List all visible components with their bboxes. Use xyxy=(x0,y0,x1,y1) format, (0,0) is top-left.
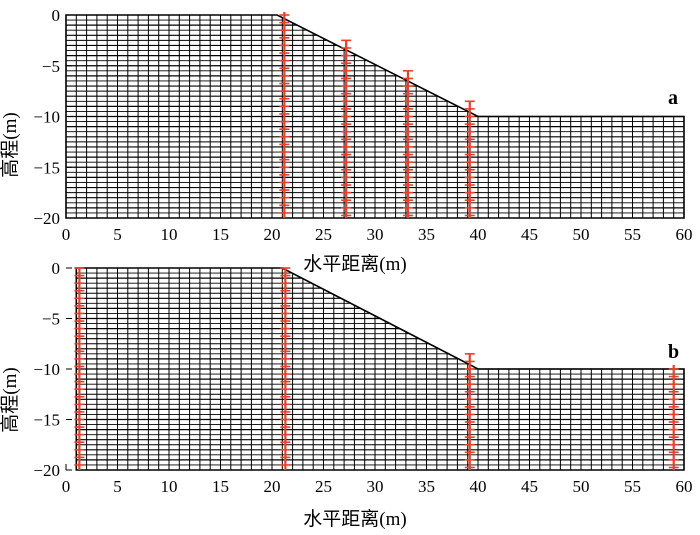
x-axis-label: 水平距离(m) xyxy=(303,253,406,275)
y-tick-label: −10 xyxy=(33,360,60,379)
x-tick-label: 60 xyxy=(676,477,693,496)
y-tick-label: −20 xyxy=(33,209,60,228)
axes: 0 5 10 15 20 25 30 35 40 45 50 55 60 0 −5 −10 −15 −20 xyxy=(33,259,692,496)
y-tick-label: −5 xyxy=(42,57,60,76)
pile xyxy=(668,364,679,470)
panel-tag: b xyxy=(668,341,679,363)
x-tick-label: 10 xyxy=(161,477,178,496)
y-tick-label: −20 xyxy=(33,461,60,480)
x-tick-label: 35 xyxy=(418,477,435,496)
x-tick-label: 50 xyxy=(573,477,590,496)
x-tick-label: 25 xyxy=(315,225,332,244)
pile xyxy=(464,100,475,218)
x-tick-label: 0 xyxy=(62,225,71,244)
x-tick-label: 20 xyxy=(264,477,281,496)
pile xyxy=(74,267,85,470)
y-tick-label: −15 xyxy=(33,158,60,177)
pile xyxy=(402,70,413,218)
x-tick-label: 0 xyxy=(62,477,71,496)
panel-a: 0 5 10 15 20 25 30 35 40 45 50 55 60 0 −5 −10 −15 −20 a 高… xyxy=(0,6,693,275)
y-tick-label: 0 xyxy=(52,6,61,25)
panel-tag: a xyxy=(668,87,678,109)
y-axis-label: 高程(m) xyxy=(0,112,21,177)
x-axis-label: 水平距离(m) xyxy=(303,508,406,530)
pile-group xyxy=(74,267,679,470)
pile-group xyxy=(279,11,475,218)
y-tick-label: −5 xyxy=(42,310,60,329)
x-tick-label: 40 xyxy=(470,477,487,496)
x-tick-label: 55 xyxy=(624,477,641,496)
panel-b: 0 5 10 15 20 25 30 35 40 45 50 55 60 0 −5 −10 −15 −20 b 高… xyxy=(0,259,693,530)
x-tick-label: 20 xyxy=(264,225,281,244)
x-tick-label: 15 xyxy=(212,225,229,244)
x-tick-label: 15 xyxy=(212,477,229,496)
x-tick-label: 60 xyxy=(676,225,693,244)
x-tick-label: 50 xyxy=(573,225,590,244)
x-tick-label: 30 xyxy=(367,477,384,496)
x-tick-label: 35 xyxy=(418,225,435,244)
x-tick-label: 5 xyxy=(113,477,122,496)
pile xyxy=(279,11,290,218)
x-tick-label: 45 xyxy=(521,225,538,244)
pile xyxy=(280,267,291,470)
pile xyxy=(464,353,475,470)
x-tick-label: 30 xyxy=(367,225,384,244)
x-tick-label: 10 xyxy=(161,225,178,244)
x-tick-label: 5 xyxy=(113,225,122,244)
y-tick-label: 0 xyxy=(52,259,61,278)
axes: 0 5 10 15 20 25 30 35 40 45 50 55 60 0 −5 −10 −15 −20 xyxy=(33,6,692,244)
x-tick-label: 40 xyxy=(470,225,487,244)
x-tick-label: 25 xyxy=(315,477,332,496)
x-tick-label: 45 xyxy=(521,477,538,496)
y-axis-label: 高程(m) xyxy=(0,367,21,432)
mesh-grid xyxy=(65,14,685,219)
y-tick-label: −10 xyxy=(33,108,60,127)
mesh-grid xyxy=(75,267,685,471)
x-tick-label: 55 xyxy=(624,225,641,244)
y-tick-label: −15 xyxy=(33,411,60,430)
pile xyxy=(341,39,352,218)
